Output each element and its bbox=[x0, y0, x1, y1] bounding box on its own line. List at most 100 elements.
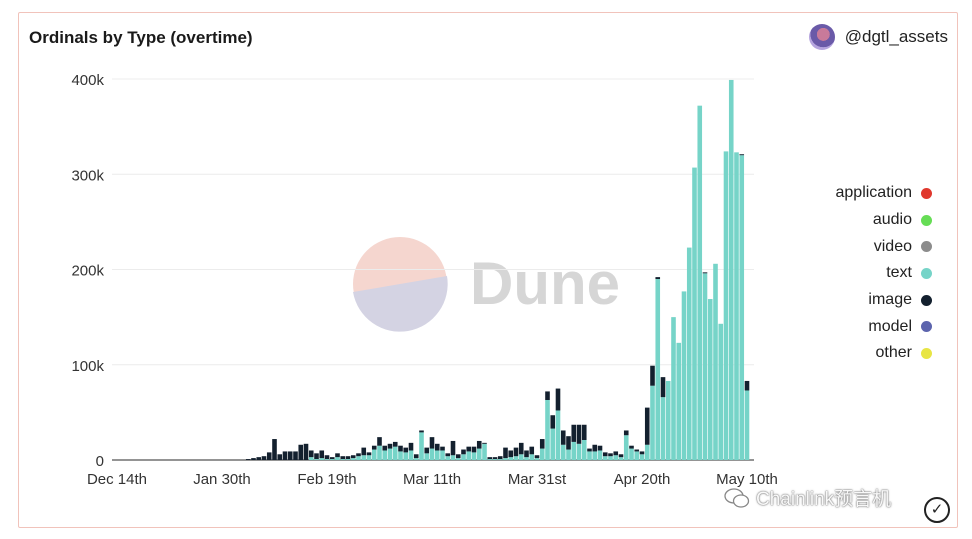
bar-text bbox=[660, 397, 666, 460]
legend-item-application[interactable]: application bbox=[800, 180, 932, 207]
bar-text bbox=[513, 456, 519, 460]
bar-text bbox=[686, 247, 692, 460]
bar-image bbox=[371, 445, 377, 450]
x-tick-label: Feb 19th bbox=[297, 471, 356, 488]
bar-image bbox=[576, 424, 582, 444]
bar-image bbox=[660, 377, 666, 398]
bar-text bbox=[503, 458, 508, 460]
bar-image bbox=[319, 450, 325, 459]
bar-image bbox=[613, 451, 619, 456]
bar-image bbox=[266, 452, 272, 460]
legend-dot-icon bbox=[921, 321, 932, 333]
y-tick-label: 400k bbox=[71, 72, 104, 89]
bar-image bbox=[361, 447, 367, 456]
bar-text bbox=[707, 299, 713, 460]
bar-image bbox=[702, 272, 708, 274]
bar-text bbox=[623, 435, 629, 460]
bar-image bbox=[634, 449, 640, 452]
author-link[interactable]: @dgtl_assets bbox=[808, 24, 948, 50]
bar-image bbox=[508, 450, 514, 458]
bar-image bbox=[618, 454, 624, 458]
bar-image bbox=[340, 456, 346, 460]
legend-item-image[interactable]: image bbox=[800, 287, 932, 314]
legend-dot-icon bbox=[921, 294, 932, 306]
bar-image bbox=[256, 457, 262, 460]
bar-text bbox=[371, 449, 377, 460]
legend-item-model[interactable]: model bbox=[800, 313, 932, 340]
legend-item-audio[interactable]: audio bbox=[800, 207, 932, 234]
legend-dot-icon bbox=[921, 214, 932, 226]
bar-text bbox=[329, 459, 335, 460]
bar-text bbox=[429, 448, 435, 460]
bar-text bbox=[529, 454, 535, 460]
bar-image bbox=[287, 451, 293, 460]
bar-text bbox=[497, 459, 503, 460]
bar-text bbox=[602, 456, 608, 460]
bar-text bbox=[744, 390, 750, 460]
check-circle-icon[interactable]: ✓ bbox=[924, 497, 950, 523]
bar-image bbox=[639, 451, 645, 455]
bar-text bbox=[308, 457, 314, 460]
bar-text bbox=[545, 399, 550, 460]
bar-image bbox=[356, 453, 361, 457]
bar-text bbox=[639, 454, 645, 460]
bar-image bbox=[261, 456, 267, 460]
legend-item-video[interactable]: video bbox=[800, 233, 932, 260]
x-tick-label: Jan 30th bbox=[193, 471, 251, 488]
bar-image bbox=[534, 455, 540, 459]
bar-image bbox=[571, 424, 577, 442]
bar-text bbox=[555, 410, 561, 460]
bar-text bbox=[634, 451, 640, 460]
bar-text bbox=[345, 459, 351, 460]
bar-image bbox=[440, 446, 445, 451]
bar-text bbox=[560, 444, 566, 460]
legend-label: audio bbox=[872, 211, 912, 229]
bar-image bbox=[623, 430, 629, 436]
x-tick-label: Dec 14th bbox=[87, 471, 147, 488]
bar-image bbox=[366, 452, 372, 456]
legend-item-other[interactable]: other bbox=[800, 340, 932, 367]
author-name: @dgtl_assets bbox=[844, 27, 948, 46]
bar-text bbox=[671, 317, 676, 460]
bar-image bbox=[555, 388, 561, 411]
bar-image bbox=[445, 453, 451, 457]
bar-image bbox=[545, 391, 550, 400]
bar-image bbox=[461, 449, 466, 455]
bar-text bbox=[650, 385, 655, 460]
legend-label: other bbox=[875, 344, 912, 362]
bar-image bbox=[497, 456, 503, 460]
legend-label: video bbox=[873, 237, 912, 255]
bar-image bbox=[303, 443, 309, 460]
bar-image bbox=[398, 445, 403, 452]
bar-image bbox=[403, 447, 409, 453]
bar-image bbox=[560, 430, 566, 445]
dune-logo-text: Dune bbox=[470, 250, 620, 317]
bar-text bbox=[487, 459, 493, 460]
bar-text bbox=[676, 342, 682, 460]
bar-image bbox=[655, 277, 661, 280]
bar-text bbox=[408, 450, 414, 460]
bar-image bbox=[308, 450, 314, 458]
x-tick-label: Mar 31st bbox=[508, 471, 567, 488]
bar-text bbox=[518, 454, 524, 460]
bar-text bbox=[576, 443, 582, 460]
y-tick-label: 100k bbox=[71, 358, 104, 375]
bar-text bbox=[644, 444, 650, 460]
bar-text bbox=[728, 79, 734, 460]
bar-text bbox=[424, 453, 430, 460]
legend-item-text[interactable]: text bbox=[800, 260, 932, 287]
bar-image bbox=[597, 445, 603, 451]
bar-image bbox=[650, 365, 655, 386]
bar-text bbox=[461, 454, 466, 460]
wechat-icon bbox=[724, 487, 750, 508]
legend-label: text bbox=[886, 264, 912, 282]
bar-image bbox=[434, 443, 440, 451]
bar-image bbox=[503, 447, 508, 459]
bar-text bbox=[382, 450, 388, 460]
bar-image bbox=[314, 453, 319, 460]
bar-text bbox=[592, 451, 598, 460]
bar-text bbox=[597, 450, 603, 460]
bar-text bbox=[718, 323, 724, 460]
bar-text bbox=[466, 451, 472, 460]
bar-text bbox=[739, 155, 745, 460]
